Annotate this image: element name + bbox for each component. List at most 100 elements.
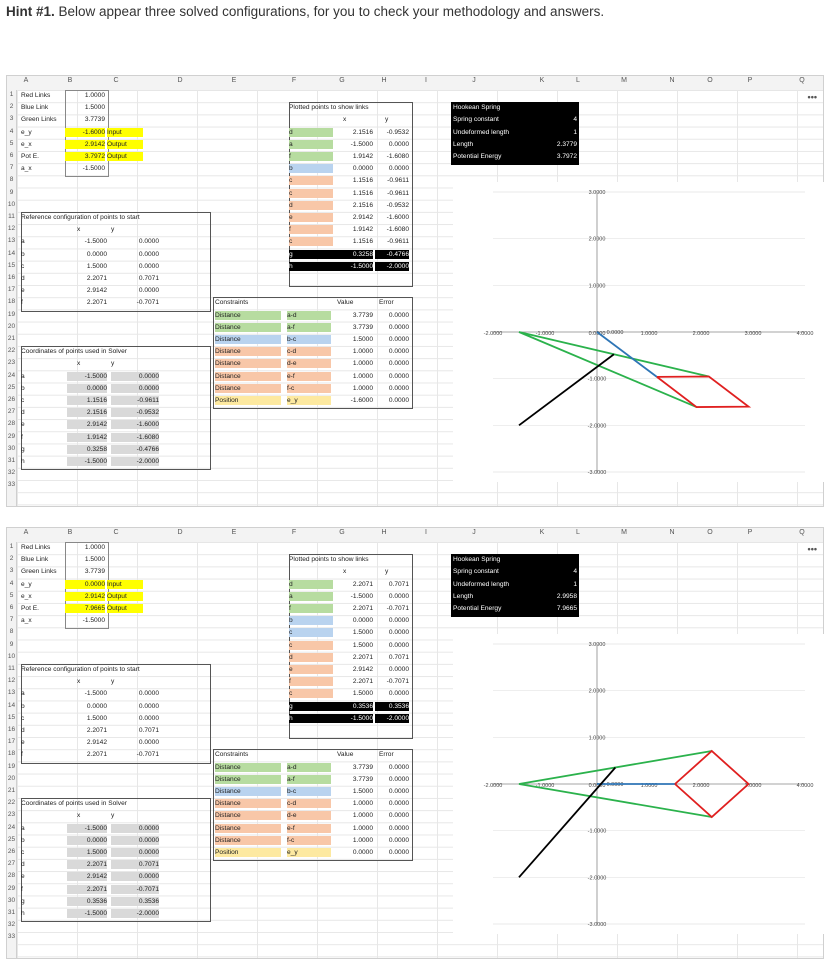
solver-y-value[interactable]: 0.0000 xyxy=(111,383,159,393)
column-header-k[interactable]: K xyxy=(539,529,545,536)
column-header-e[interactable]: E xyxy=(231,529,237,536)
column-header-f[interactable]: F xyxy=(291,77,297,84)
solver-x-value[interactable]: 0.3536 xyxy=(67,896,107,906)
column-header-e[interactable]: E xyxy=(231,77,237,84)
row-header-25[interactable]: 25 xyxy=(7,383,16,391)
row-header-15[interactable]: 15 xyxy=(7,713,16,721)
row-header-20[interactable]: 20 xyxy=(7,322,16,330)
solver-y-value[interactable]: -2.0000 xyxy=(111,909,159,918)
row-header-16[interactable]: 16 xyxy=(7,274,16,281)
column-header-n[interactable]: N xyxy=(669,77,675,84)
row-header-6[interactable]: 6 xyxy=(9,152,14,159)
row-header-33[interactable]: 33 xyxy=(7,481,16,489)
row-header-19[interactable]: 19 xyxy=(7,310,16,318)
column-header-a[interactable]: A xyxy=(23,77,29,84)
solver-y-value[interactable]: 0.0000 xyxy=(111,371,159,381)
solver-y-value[interactable]: 0.7071 xyxy=(111,860,159,870)
row-header-1[interactable]: 1 xyxy=(9,91,14,98)
row-header-13[interactable]: 13 xyxy=(7,689,16,697)
row-header-27[interactable]: 27 xyxy=(7,860,16,868)
column-header-p[interactable]: P xyxy=(747,529,753,536)
row-header-30[interactable]: 30 xyxy=(7,896,16,904)
row-header-5[interactable]: 5 xyxy=(9,591,14,599)
row-header-12[interactable]: 12 xyxy=(7,225,16,233)
solver-x-value[interactable]: 2.2071 xyxy=(67,884,107,894)
row-header-15[interactable]: 15 xyxy=(7,261,16,269)
solver-x-value[interactable]: -1.5000 xyxy=(67,457,107,466)
solver-y-value[interactable]: -2.0000 xyxy=(111,457,159,466)
row-header-22[interactable]: 22 xyxy=(7,799,16,807)
column-header-n[interactable]: N xyxy=(669,529,675,536)
column-header-h[interactable]: H xyxy=(381,77,387,84)
solver-x-value[interactable]: 0.0000 xyxy=(67,835,107,845)
column-header-m[interactable]: M xyxy=(621,529,627,536)
e-y-input[interactable]: -1.6000 xyxy=(65,127,105,137)
row-header-27[interactable]: 27 xyxy=(7,408,16,416)
column-header-q[interactable]: Q xyxy=(799,77,805,84)
solver-y-value[interactable]: 0.3536 xyxy=(111,896,159,906)
row-header-8[interactable]: 8 xyxy=(9,628,14,636)
solver-x-value[interactable]: 2.2071 xyxy=(67,860,107,870)
row-header-28[interactable]: 28 xyxy=(7,872,16,880)
e-y-input[interactable]: 0.0000 xyxy=(65,579,105,589)
row-header-29[interactable]: 29 xyxy=(7,432,16,440)
row-header-32[interactable]: 32 xyxy=(7,469,16,477)
row-header-2[interactable]: 2 xyxy=(9,103,14,111)
solver-y-value[interactable]: 0.0000 xyxy=(111,835,159,845)
row-header-33[interactable]: 33 xyxy=(7,933,16,941)
solver-y-value[interactable]: -0.7071 xyxy=(111,884,159,894)
row-header-30[interactable]: 30 xyxy=(7,444,16,452)
column-header-j[interactable]: J xyxy=(472,77,476,84)
column-header-b[interactable]: B xyxy=(67,529,73,536)
row-header-9[interactable]: 9 xyxy=(9,640,14,648)
row-header-6[interactable]: 6 xyxy=(9,604,14,611)
solver-x-value[interactable]: 0.3258 xyxy=(67,444,107,454)
column-header-b[interactable]: B xyxy=(67,77,73,84)
row-header-7[interactable]: 7 xyxy=(9,164,14,172)
column-header-q[interactable]: Q xyxy=(799,529,805,536)
row-header-11[interactable]: 11 xyxy=(8,665,15,672)
row-header-26[interactable]: 26 xyxy=(7,396,16,403)
row-header-17[interactable]: 17 xyxy=(7,738,16,746)
solver-x-value[interactable]: 1.5000 xyxy=(67,848,107,857)
column-header-o[interactable]: O xyxy=(707,529,713,536)
row-header-1[interactable]: 1 xyxy=(9,543,14,550)
column-header-d[interactable]: D xyxy=(177,77,183,84)
row-header-5[interactable]: 5 xyxy=(9,139,14,147)
column-header-f[interactable]: F xyxy=(291,529,297,536)
row-header-24[interactable]: 24 xyxy=(7,371,16,379)
solver-y-value[interactable]: 0.0000 xyxy=(111,872,159,882)
solver-x-value[interactable]: 0.0000 xyxy=(67,383,107,393)
solver-x-value[interactable]: -1.5000 xyxy=(67,371,107,381)
row-header-8[interactable]: 8 xyxy=(9,176,14,184)
solver-y-value[interactable]: -1.6080 xyxy=(111,432,159,442)
row-header-31[interactable]: 31 xyxy=(7,909,16,916)
row-header-7[interactable]: 7 xyxy=(9,616,14,624)
row-header-10[interactable]: 10 xyxy=(7,200,16,208)
solver-x-value[interactable]: -1.5000 xyxy=(67,823,107,833)
column-header-g[interactable]: G xyxy=(339,77,345,84)
column-header-h[interactable]: H xyxy=(381,529,387,536)
solver-y-value[interactable]: 0.0000 xyxy=(111,848,159,857)
column-header-p[interactable]: P xyxy=(747,77,753,84)
row-header-32[interactable]: 32 xyxy=(7,921,16,929)
column-header-l[interactable]: L xyxy=(576,77,580,84)
row-header-19[interactable]: 19 xyxy=(7,762,16,770)
linkage-chart[interactable]: 3.0000 2.0000 1.0000 0.0000 -1.0000 -2.0000 -3… xyxy=(453,182,824,483)
column-header-o[interactable]: O xyxy=(707,77,713,84)
solver-y-value[interactable]: -0.9611 xyxy=(111,396,159,405)
row-header-23[interactable]: 23 xyxy=(7,811,16,819)
row-header-18[interactable]: 18 xyxy=(7,298,16,306)
solver-x-value[interactable]: -1.5000 xyxy=(67,909,107,918)
row-header-14[interactable]: 14 xyxy=(7,701,16,709)
column-header-m[interactable]: M xyxy=(621,77,627,84)
row-header-2[interactable]: 2 xyxy=(9,555,14,563)
row-header-31[interactable]: 31 xyxy=(7,457,16,464)
row-header-28[interactable]: 28 xyxy=(7,420,16,428)
row-header-17[interactable]: 17 xyxy=(7,286,16,294)
column-header-l[interactable]: L xyxy=(576,529,580,536)
row-header-14[interactable]: 14 xyxy=(7,249,16,257)
row-header-13[interactable]: 13 xyxy=(7,237,16,245)
row-header-12[interactable]: 12 xyxy=(7,677,16,685)
row-header-3[interactable]: 3 xyxy=(9,567,14,575)
